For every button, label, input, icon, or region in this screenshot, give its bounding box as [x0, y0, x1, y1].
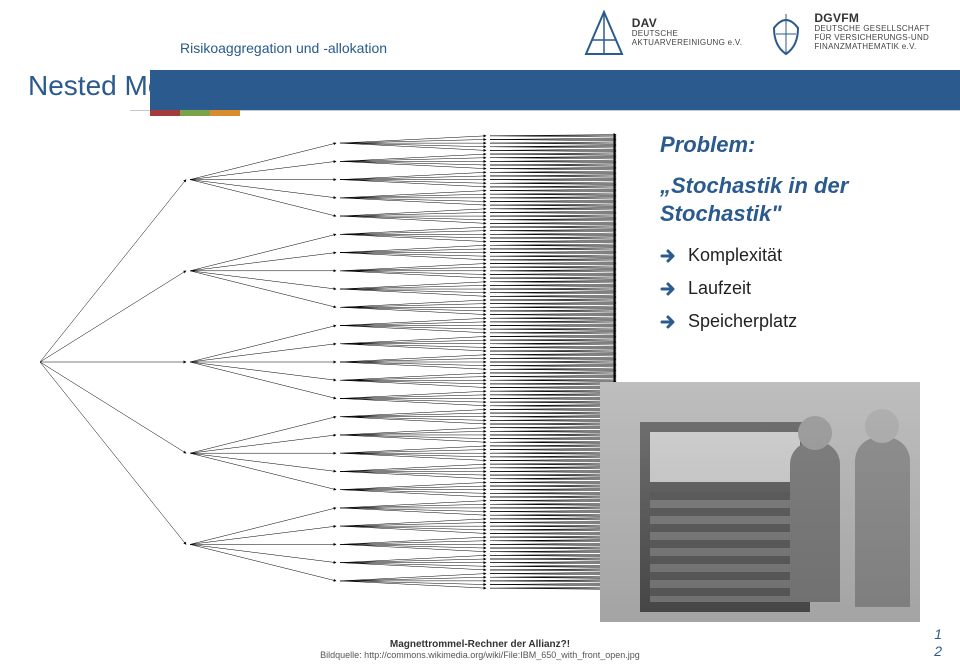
nested-tree-diagram	[40, 122, 620, 602]
problem-box: Problem: „Stochastik in der Stochastik" …	[660, 132, 920, 344]
historic-photo	[600, 382, 920, 622]
title-blue-bar	[150, 70, 960, 110]
page-numbers: 1 2	[934, 626, 942, 660]
dav-logo-text: DAV DEUTSCHE AKTUARVEREINIGUNG e.V.	[632, 17, 743, 48]
dav-line2: AKTUARVEREINIGUNG e.V.	[632, 39, 743, 48]
bullet-row: Speicherplatz	[660, 311, 920, 332]
bullet-text: Laufzeit	[688, 278, 751, 299]
header-area: Risikoaggregation und -allokation DAV DE…	[0, 0, 960, 70]
logo-dav: DAV DEUTSCHE AKTUARVEREINIGUNG e.V.	[584, 8, 743, 56]
title-band: Nested Monte Carlo	[0, 70, 960, 122]
photo-person	[790, 442, 840, 602]
arrow-right-icon	[660, 247, 678, 265]
logos: DAV DEUTSCHE AKTUARVEREINIGUNG e.V. DGVF…	[584, 8, 930, 56]
arrow-right-icon	[660, 280, 678, 298]
title-accent-segments	[150, 110, 240, 116]
bullet-text: Speicherplatz	[688, 311, 797, 332]
accent-segment	[150, 110, 180, 116]
problem-subheading: „Stochastik in der Stochastik"	[660, 172, 920, 227]
tree-svg	[40, 122, 620, 602]
bullet-text: Komplexität	[688, 245, 782, 266]
page-from: 1	[934, 626, 942, 643]
dgvfm-line3: FINANZMATHEMATIK e.V.	[814, 43, 930, 52]
accent-segment	[180, 110, 210, 116]
problem-heading: Problem:	[660, 132, 920, 158]
photo-person	[855, 437, 910, 607]
dgvfm-logo-text: DGVFM DEUTSCHE GESELLSCHAFT FÜR VERSICHE…	[814, 12, 930, 52]
context-title: Risikoaggregation und -allokation	[180, 40, 387, 56]
title-underline	[130, 110, 960, 111]
problem-bullets: Komplexität Laufzeit Speicherplatz	[660, 245, 920, 332]
content-area: Problem: „Stochastik in der Stochastik" …	[0, 122, 960, 622]
arrow-right-icon	[660, 313, 678, 331]
dav-abbr: DAV	[632, 17, 743, 30]
page-to: 2	[934, 643, 942, 660]
photo-machine	[640, 422, 810, 612]
bullet-row: Komplexität	[660, 245, 920, 266]
dgvfm-logo-icon	[766, 8, 806, 56]
footer: Magnettrommel-Rechner der Allianz?! Bild…	[0, 639, 960, 660]
bullet-row: Laufzeit	[660, 278, 920, 299]
dav-logo-icon	[584, 8, 624, 56]
accent-segment	[210, 110, 240, 116]
photo-caption: Magnettrommel-Rechner der Allianz?!	[0, 639, 960, 650]
photo-source: Bildquelle: http://commons.wikimedia.org…	[0, 650, 960, 660]
logo-dgvfm: DGVFM DEUTSCHE GESELLSCHAFT FÜR VERSICHE…	[766, 8, 930, 56]
